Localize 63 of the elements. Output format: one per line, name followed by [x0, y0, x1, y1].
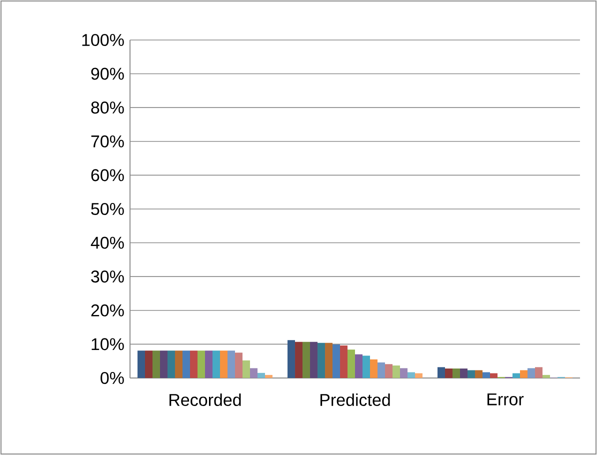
y-tick-label: 30% [91, 270, 124, 283]
x-tick-label: Error [488, 393, 524, 406]
y-tick-label: 60% [91, 169, 124, 182]
y-tick-label: 70% [91, 135, 124, 148]
bar [528, 368, 536, 378]
bar [152, 350, 160, 378]
bar [332, 344, 340, 378]
bar [482, 372, 490, 378]
bar [378, 362, 386, 378]
bar [318, 342, 326, 378]
y-tick-label: 20% [91, 304, 124, 316]
bar [145, 350, 153, 378]
y-tick-label: 0% [100, 372, 124, 384]
bar [438, 367, 446, 378]
bar [220, 350, 228, 378]
bar [258, 372, 266, 378]
bar [325, 342, 333, 378]
bar [198, 350, 206, 378]
bar [385, 364, 393, 378]
bar [460, 368, 468, 378]
bar [512, 373, 520, 378]
bar [235, 352, 243, 378]
bar [212, 350, 220, 378]
bar [295, 342, 303, 378]
y-tick-label: 90% [91, 68, 124, 80]
bar [242, 360, 250, 378]
y-tick-label: 80% [91, 102, 124, 114]
bar [400, 368, 408, 378]
bar [520, 370, 528, 378]
y-tick-label: 40% [90, 236, 124, 249]
bar [445, 368, 453, 378]
bar [408, 372, 416, 378]
bar [190, 350, 198, 378]
bar [228, 350, 236, 378]
bar [175, 350, 183, 378]
bar [490, 373, 498, 378]
bar [452, 368, 460, 378]
bar [535, 367, 543, 378]
bar [138, 350, 146, 378]
bar [348, 350, 356, 378]
bar [340, 346, 348, 378]
y-tick-label: 10% [92, 338, 124, 350]
bar [160, 350, 168, 378]
bar [475, 370, 483, 378]
bar [392, 365, 400, 378]
bar [250, 368, 258, 378]
x-tick-label: Predicted [320, 394, 390, 406]
bar [355, 354, 363, 378]
y-tick-label: 100% [82, 34, 124, 46]
bar [310, 342, 318, 378]
bar [168, 350, 176, 378]
bar [415, 373, 423, 378]
bar [288, 340, 296, 378]
x-tick-label: Recorded [170, 394, 241, 406]
bar [302, 342, 310, 378]
bar [542, 374, 550, 378]
y-tick-label: 50% [91, 202, 124, 216]
bar [370, 359, 378, 378]
bar [265, 374, 273, 378]
bar [468, 370, 476, 378]
bar [182, 350, 190, 378]
bar [205, 350, 213, 378]
bar [362, 356, 370, 378]
